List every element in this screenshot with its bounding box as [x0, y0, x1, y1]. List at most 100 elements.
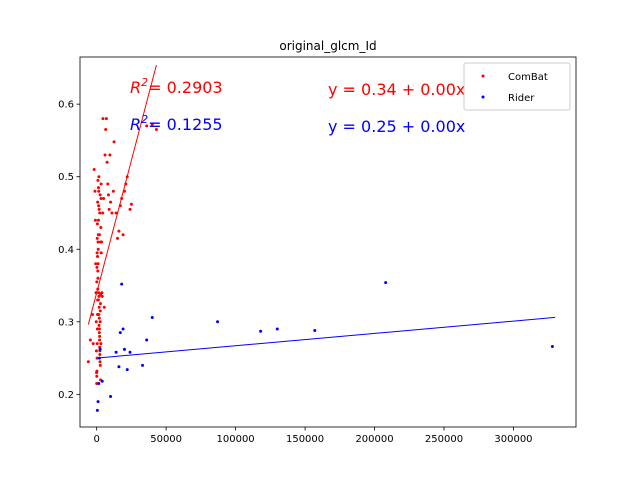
- rider-r2-annotation: R2= 0.1255: [130, 113, 223, 134]
- combat-point: [96, 298, 100, 302]
- plot-frame: [79, 56, 577, 428]
- combat-point: [102, 196, 106, 200]
- x-tick-label: 250000: [425, 434, 463, 445]
- x-tick-label: 0: [93, 434, 99, 445]
- rider-point: [259, 329, 263, 333]
- combat-point: [125, 175, 129, 179]
- rider-point: [96, 400, 100, 404]
- combat-point: [103, 153, 107, 157]
- combat-equation: y = 0.34 + 0.00x: [328, 80, 465, 99]
- y-tick-label: 0.5: [58, 172, 74, 183]
- combat-point: [96, 186, 100, 190]
- combat-point: [106, 193, 110, 197]
- legend-label-combat: ComBat: [508, 72, 548, 83]
- combat-point: [99, 251, 103, 255]
- x-tick-label: 100000: [217, 434, 255, 445]
- rider-point: [128, 350, 132, 354]
- combat-point: [97, 323, 101, 327]
- legend-box: [463, 62, 571, 111]
- combat-point: [98, 334, 102, 338]
- rider-point: [121, 327, 125, 331]
- x-tick-label: 300000: [494, 434, 532, 445]
- rider-point: [100, 379, 104, 383]
- rider-point: [118, 331, 122, 335]
- combat-point: [96, 276, 100, 280]
- combat-point: [104, 117, 108, 121]
- combat-point: [104, 128, 108, 132]
- combat-point: [96, 255, 100, 259]
- rider-point: [145, 338, 149, 342]
- x-axis-ticks: 0 50000 100000 150000 200000 250000 300000: [93, 427, 533, 445]
- combat-point: [95, 381, 99, 385]
- combat-point: [95, 342, 99, 346]
- rider-point: [125, 368, 129, 372]
- combat-point: [100, 240, 104, 244]
- combat-r2-annotation: R2= 0.2903: [130, 76, 223, 97]
- x-tick-label: 150000: [286, 434, 324, 445]
- combat-point: [97, 204, 101, 208]
- chart-title: original_glcm_Id: [279, 39, 376, 53]
- combat-point: [97, 313, 101, 317]
- combat-point: [94, 320, 98, 324]
- x-tick-label: 50000: [150, 434, 182, 445]
- combat-point: [120, 196, 124, 200]
- combat-point: [93, 189, 97, 193]
- combat-point: [95, 222, 99, 226]
- y-tick-label: 0.2: [58, 390, 74, 401]
- rider-r2-value: = 0.1255: [148, 115, 222, 134]
- combat-point: [111, 189, 115, 193]
- rider-point: [117, 365, 121, 369]
- combat-point: [98, 309, 102, 313]
- combat-point: [98, 352, 102, 356]
- combat-point: [95, 369, 99, 373]
- combat-point: [95, 251, 99, 255]
- y-axis-ticks: 0.2 0.3 0.4 0.5 0.6: [58, 100, 80, 401]
- combat-point: [91, 342, 95, 346]
- combat-point: [95, 356, 99, 360]
- combat-point: [98, 302, 102, 306]
- combat-point: [97, 331, 101, 335]
- rider-point: [141, 363, 145, 367]
- combat-point: [96, 178, 100, 182]
- combat-point: [98, 360, 102, 364]
- legend-marker-combat: [481, 74, 485, 78]
- combat-point: [96, 287, 100, 291]
- x-tick-label: 200000: [355, 434, 393, 445]
- combat-point: [98, 363, 102, 367]
- rider-point: [109, 395, 113, 399]
- combat-point: [97, 316, 101, 320]
- combat-fit-line: [87, 64, 157, 325]
- combat-point: [99, 182, 103, 186]
- y-tick-label: 0.4: [58, 245, 74, 256]
- combat-point: [99, 196, 103, 200]
- legend-label-rider: Rider: [508, 93, 535, 104]
- combat-point: [154, 128, 158, 132]
- combat-point: [97, 291, 101, 295]
- combat-point: [95, 280, 99, 284]
- combat-point: [86, 360, 90, 364]
- combat-point: [112, 140, 116, 144]
- combat-point: [93, 218, 97, 222]
- rider-point: [384, 281, 388, 285]
- combat-point: [97, 207, 101, 211]
- combat-point: [150, 122, 154, 126]
- combat-point: [95, 265, 99, 269]
- combat-point: [98, 338, 102, 342]
- combat-point: [96, 200, 100, 204]
- combat-point: [110, 211, 114, 215]
- combat-point: [114, 211, 118, 215]
- combat-point: [116, 236, 120, 240]
- rider-point: [550, 344, 554, 348]
- combat-point: [102, 305, 106, 309]
- combat-point: [94, 262, 98, 266]
- combat-point: [95, 374, 99, 378]
- combat-point: [107, 207, 111, 211]
- combat-point: [97, 233, 101, 237]
- combat-point: [95, 327, 99, 331]
- rider-point: [275, 327, 279, 331]
- regression-lines: [87, 64, 556, 359]
- combat-point: [96, 218, 100, 222]
- combat-point: [98, 320, 102, 324]
- legend-marker-rider: [481, 95, 485, 99]
